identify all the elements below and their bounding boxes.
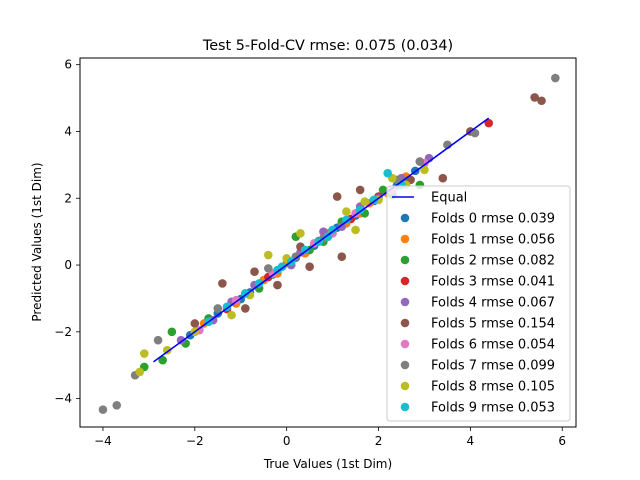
data-point <box>337 252 347 261</box>
data-point <box>342 207 351 216</box>
y-tick-label: 4 <box>64 124 72 138</box>
x-tick-label: 4 <box>467 434 475 448</box>
data-point <box>470 128 480 138</box>
x-axis: −4 −2 0 2 4 6 <box>94 427 566 448</box>
legend-marker <box>400 339 410 349</box>
data-point <box>537 96 546 106</box>
data-point <box>139 349 149 358</box>
data-point <box>213 304 223 313</box>
data-point <box>135 367 145 377</box>
x-tick-label: 2 <box>375 434 383 448</box>
x-tick-label: 0 <box>283 434 291 448</box>
legend-label: Folds 6 rmse 0.054 <box>431 338 555 353</box>
plot-frame <box>79 57 577 428</box>
data-point <box>273 280 282 290</box>
data-point <box>112 400 122 410</box>
legend-marker <box>400 255 410 265</box>
y-tick-label: 0 <box>64 258 72 272</box>
legend-marker <box>400 234 410 244</box>
legend-label: Folds 0 rmse 0.039 <box>431 212 555 227</box>
plot-area <box>98 73 560 414</box>
data-point <box>305 262 314 272</box>
legend-marker <box>400 276 410 286</box>
chart-title: Test 5-Fold-CV rmse: 0.075 (0.034) <box>202 38 453 54</box>
data-point <box>277 262 287 272</box>
data-point <box>369 195 379 205</box>
legend-label: Folds 4 rmse 0.067 <box>431 296 555 311</box>
x-tick-label: 6 <box>558 434 566 448</box>
data-point <box>332 192 342 201</box>
equal-line <box>153 117 490 363</box>
data-point <box>263 264 273 273</box>
legend-label: Folds 3 rmse 0.041 <box>431 275 555 290</box>
legend-frame <box>386 185 571 422</box>
legend-marker <box>400 213 410 223</box>
x-axis-label: True Values (1st Dim) <box>263 457 392 471</box>
data-point <box>250 267 259 277</box>
data-point <box>383 168 393 178</box>
data-point <box>190 319 200 328</box>
data-point <box>167 327 177 337</box>
x-tick-label: −4 <box>94 434 112 448</box>
y-tick-label: −2 <box>54 325 72 339</box>
data-point <box>231 295 241 305</box>
legend: Equal Folds 0 rmse 0.039 Folds 1 rmse 0.05… <box>386 185 571 422</box>
legend-label: Folds 9 rmse 0.053 <box>431 401 555 416</box>
data-point <box>355 205 365 215</box>
legend-label: Folds 5 rmse 0.154 <box>431 317 555 332</box>
data-point <box>378 185 388 195</box>
data-point <box>351 225 360 235</box>
y-tick-label: 6 <box>64 58 72 72</box>
data-point <box>98 405 108 414</box>
data-point <box>323 232 333 241</box>
data-point <box>355 185 365 195</box>
data-point <box>300 245 310 255</box>
data-point <box>153 335 163 345</box>
legend-label: Folds 2 rmse 0.082 <box>431 254 555 269</box>
y-tick-label: −4 <box>54 392 72 406</box>
data-point <box>254 279 264 288</box>
data-point <box>227 310 236 320</box>
data-point <box>328 225 337 235</box>
legend-marker <box>400 297 410 307</box>
data-point <box>342 215 351 225</box>
legend-label: Equal <box>431 191 467 206</box>
data-point <box>337 222 347 231</box>
legend-label: Folds 1 rmse 0.056 <box>431 233 555 248</box>
y-axis: −4 −2 0 2 4 6 <box>54 58 80 406</box>
data-point <box>420 165 429 175</box>
y-axis-label: Predicted Values (1st Dim) <box>30 162 44 321</box>
data-point <box>162 345 172 355</box>
data-point <box>296 229 305 238</box>
data-point <box>551 73 560 83</box>
legend-label: Folds 8 rmse 0.105 <box>431 380 555 395</box>
legend-marker <box>400 360 410 370</box>
data-point <box>484 118 494 128</box>
legend-marker <box>400 402 410 412</box>
data-point <box>158 355 167 365</box>
data-point <box>415 157 425 166</box>
y-tick-label: 2 <box>64 191 72 205</box>
legend-label: Folds 7 rmse 0.099 <box>431 359 555 374</box>
data-point <box>530 93 539 102</box>
data-point <box>218 279 227 288</box>
data-point <box>263 250 273 260</box>
data-point <box>360 197 370 206</box>
legend-marker <box>400 318 410 328</box>
data-point <box>241 304 250 313</box>
data-point <box>176 335 186 345</box>
data-point <box>241 289 250 298</box>
data-point <box>222 302 232 312</box>
data-point <box>438 173 448 183</box>
x-tick-label: −2 <box>186 434 204 448</box>
legend-marker <box>400 381 410 391</box>
